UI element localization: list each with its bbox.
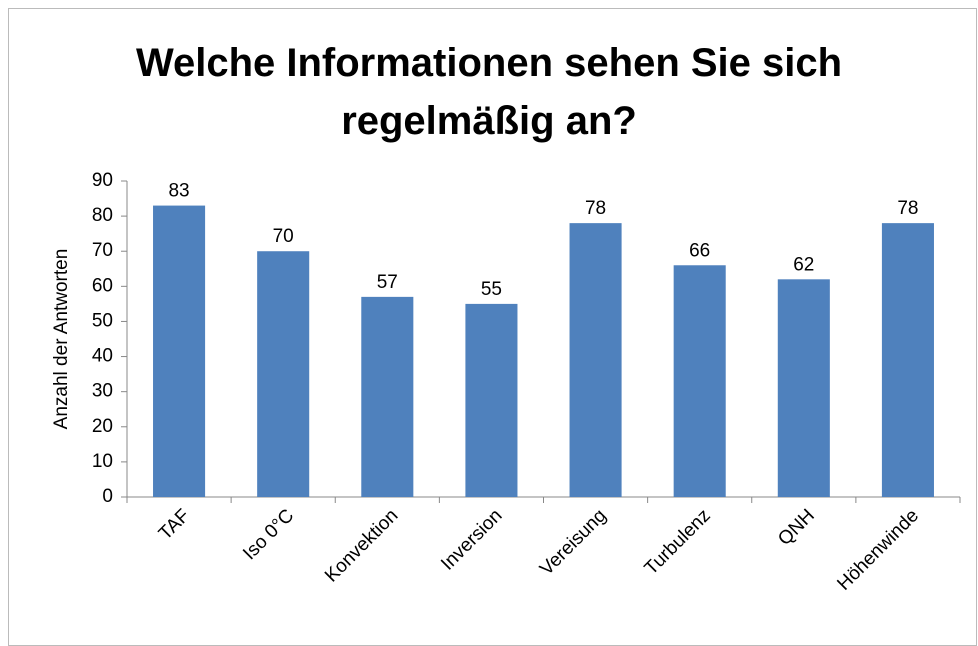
y-tick-label: 30 <box>92 381 113 402</box>
bar <box>777 279 830 497</box>
y-tick-label: 90 <box>92 170 113 191</box>
value-label: 83 <box>168 181 189 202</box>
y-tick-label: 10 <box>92 451 113 472</box>
x-tick-label: Inversion <box>437 505 506 574</box>
x-tick-label: Konvektion <box>321 505 402 586</box>
value-label: 78 <box>897 198 918 219</box>
bar <box>153 205 206 498</box>
y-tick-label: 80 <box>92 205 113 226</box>
bar <box>361 296 414 497</box>
bar <box>257 251 310 497</box>
chart-title: Welche Informationen sehen Sie sich rege… <box>135 41 843 143</box>
value-label: 70 <box>273 226 294 247</box>
x-tick-label: Iso 0°C <box>239 505 298 564</box>
bar <box>673 265 726 497</box>
y-tick-label: 70 <box>92 240 113 261</box>
x-tick-label: TAF <box>155 505 194 544</box>
value-label: 57 <box>377 272 398 293</box>
y-tick-label: 50 <box>92 310 113 331</box>
y-axis-label: Anzahl der Antworten <box>51 249 72 430</box>
value-label: 62 <box>793 254 814 275</box>
x-tick-label: Vereisung <box>536 505 611 580</box>
x-tick-label: Höhenwinde <box>833 505 923 595</box>
value-label: 55 <box>481 279 502 300</box>
y-tick-label: 0 <box>102 486 113 507</box>
bar <box>881 223 934 497</box>
bar <box>465 303 518 497</box>
y-tick-label: 40 <box>92 346 113 367</box>
y-tick-label: 60 <box>92 275 113 296</box>
value-label: 78 <box>585 198 606 219</box>
bar <box>569 223 622 497</box>
y-tick-label: 20 <box>92 416 113 437</box>
value-label: 66 <box>689 240 710 261</box>
x-tick-label: Turbulenz <box>641 505 715 579</box>
x-tick-label: QNH <box>774 505 819 550</box>
